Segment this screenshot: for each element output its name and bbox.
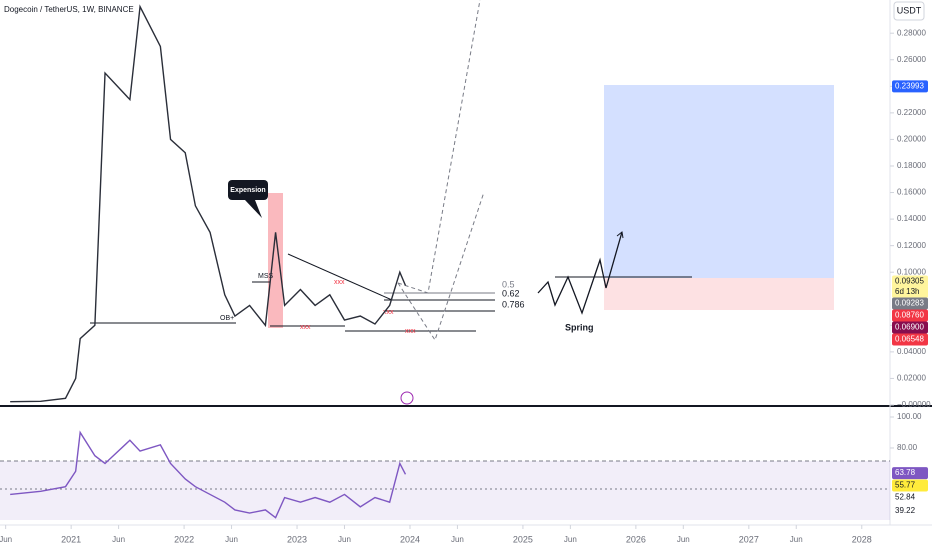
price-badge-label: 39.22 (895, 506, 916, 515)
x-tick-label: 2022 (174, 534, 194, 544)
annotation: Expension (230, 187, 265, 194)
price-badge-label: 0.23993 (895, 82, 924, 91)
x-tick-label: Jun (338, 535, 351, 544)
price-badge (892, 479, 928, 492)
price-badge-label: 0.09305 (895, 277, 924, 286)
price-badge-label: 0.06900 (895, 323, 924, 332)
price-badge (892, 321, 928, 334)
projection (397, 0, 481, 294)
rsi-band (0, 461, 890, 520)
x-tick-label: 2024 (400, 534, 420, 544)
y-tick-label: −0.00000 (897, 400, 931, 409)
y-tick-label: 0.02000 (897, 374, 926, 383)
x-tick-label: 2028 (852, 534, 872, 544)
y-tick-label: 0.14000 (897, 214, 926, 223)
y2-tick-label: 80.00 (897, 443, 918, 452)
y-tick-label: 0.10000 (897, 267, 926, 276)
x-tick-label: Jun (451, 535, 464, 544)
price-badge-label: 0.09283 (895, 299, 924, 308)
x-tick-label: Jun (564, 535, 577, 544)
price-badge-label: 0.06548 (895, 335, 924, 344)
projection (397, 191, 485, 342)
y-tick-label: 0.28000 (897, 28, 926, 37)
y-tick-label: 0.18000 (897, 161, 926, 170)
rsi-line (10, 430, 407, 519)
callout-pointer (245, 200, 262, 218)
annotation: Spring (565, 322, 594, 332)
price-badge (892, 309, 928, 322)
x-tick-label: 2025 (513, 534, 533, 544)
y-tick-label: 0.16000 (897, 188, 926, 197)
x-tick-label: 2023 (287, 534, 307, 544)
x-tick-label: Jun (0, 535, 12, 544)
annotation: MSS (258, 273, 274, 280)
chart-title: Dogecoin / TetherUS, 1W, BINANCE (4, 5, 134, 14)
callout-box (228, 180, 268, 200)
x-tick-label: Jun (677, 535, 690, 544)
fib-label: 0.786 (502, 299, 525, 309)
x-tick-label: 2027 (739, 534, 759, 544)
price-badge (892, 275, 928, 288)
event-icon[interactable] (400, 391, 414, 405)
price-badge (892, 467, 928, 480)
annotation: xxx (300, 324, 311, 331)
y2-tick-label: 100.00 (897, 412, 922, 421)
currency: USDT (897, 5, 922, 15)
price-badge (892, 333, 928, 346)
x-tick-label: 2021 (61, 534, 81, 544)
x-tick-label: Jun (225, 535, 238, 544)
price-badge (892, 491, 928, 504)
target-zone (604, 85, 834, 278)
annotation: xxx (334, 279, 345, 286)
price-badge (892, 505, 928, 518)
annotation: xxx (405, 328, 416, 335)
y-tick-label: 0.12000 (897, 241, 926, 250)
annotation: xxx (383, 309, 394, 316)
arrow-head (616, 231, 624, 239)
stop-zone (604, 278, 834, 310)
y-tick-label: 0.20000 (897, 135, 926, 144)
badge-note: 6d 13h (895, 287, 919, 296)
currency-button[interactable] (893, 1, 925, 21)
price-badge (892, 297, 928, 310)
price-badge-label: 52.84 (895, 493, 916, 502)
spring-path (537, 231, 623, 315)
expansion-highlight (268, 193, 283, 328)
x-tick-label: Jun (112, 535, 125, 544)
x-tick-label: 2026 (626, 534, 646, 544)
price-badge-label: 0.08760 (895, 311, 924, 320)
fib-label: 0.62 (502, 288, 520, 298)
price-line (10, 4, 407, 403)
y-tick-label: 0.26000 (897, 55, 926, 64)
y-tick-label: 0.04000 (897, 347, 926, 356)
x-tick-label: Jun (790, 535, 803, 544)
annotation: OB+ (220, 315, 234, 322)
badge-note-bg (892, 286, 928, 298)
price-badge-label: 55.77 (895, 481, 916, 490)
fib-label: 0.5 (502, 279, 515, 289)
price-badge-label: 63.78 (895, 468, 916, 477)
y-tick-label: 0.22000 (897, 108, 926, 117)
trend-line (287, 253, 393, 301)
price-badge (892, 80, 928, 93)
